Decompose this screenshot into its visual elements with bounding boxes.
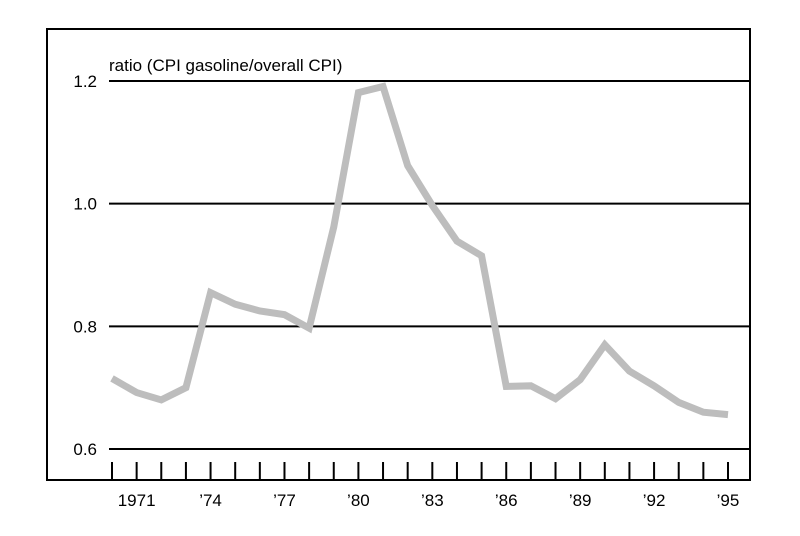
y-tick-label: 1.0: [73, 195, 97, 214]
y-tick-labels: 0.6 0.8 1.0 1.2: [73, 72, 97, 459]
y-tick-label: 0.8: [73, 317, 97, 336]
x-tick-label: ’80: [347, 491, 370, 510]
x-tick-label: ’95: [717, 491, 740, 510]
y-axis-label: ratio (CPI gasoline/overall CPI): [109, 56, 342, 75]
x-tick-label: ’89: [569, 491, 592, 510]
series-line: [110, 82, 729, 419]
plot-frame: [46, 28, 751, 481]
y-tick-label: 1.2: [73, 72, 97, 91]
x-tick-label: ’74: [199, 491, 222, 510]
series-layer: [110, 82, 729, 419]
x-tick-label: ’83: [421, 491, 444, 510]
x-axis-ticks: 1971 ’74 ’77 ’80 ’83 ’86 ’89 ’92 ’95: [111, 462, 740, 510]
x-tick-label: ’77: [273, 491, 296, 510]
y-tick-label: 0.6: [73, 440, 97, 459]
x-tick-label: 1971: [118, 491, 156, 510]
x-tick-label: ’86: [495, 491, 518, 510]
x-tick-label: ’92: [643, 491, 666, 510]
